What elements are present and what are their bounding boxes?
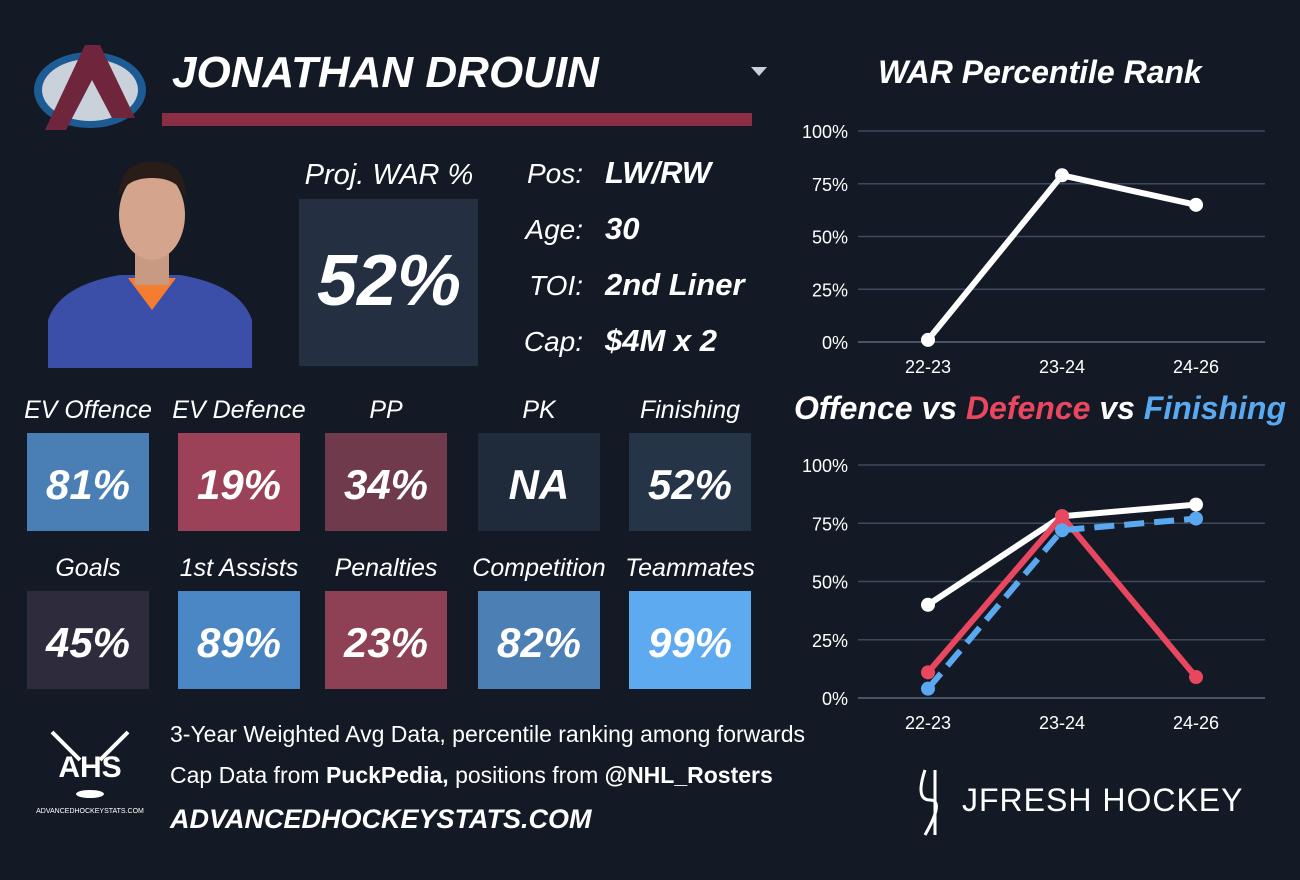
tile-value: 82%: [497, 619, 581, 666]
y-tick-label: 75%: [812, 514, 848, 534]
y-tick-label: 75%: [812, 175, 848, 195]
legend-entry: Defence: [966, 390, 1091, 426]
proj-box: [299, 199, 478, 366]
footer-line1: 3-Year Weighted Avg Data, percentile ran…: [170, 721, 805, 747]
y-tick-label: 25%: [812, 280, 848, 300]
tile: [27, 433, 149, 531]
footer-text: Cap Data from: [170, 762, 326, 788]
point: [1055, 168, 1069, 183]
x-tick-label: 22-23: [905, 357, 951, 377]
point: [1189, 511, 1203, 526]
tile-value: 99%: [648, 619, 732, 666]
chart-title: Offence vs Defence vs Finishing: [794, 390, 1286, 426]
tile-label: Finishing: [640, 396, 740, 424]
brand: JFRESH HOCKEY: [962, 782, 1243, 818]
player-name: JONATHAN DROUIN: [172, 48, 600, 97]
point: [1189, 670, 1203, 685]
charts: 0% 25% 50% 75% 100% 22-23 23-24 24-26 0% 25% 50% 75…: [802, 122, 1265, 733]
footer-line2: Cap Data from PuckPedia, positions from …: [170, 762, 773, 788]
x-tick-label: 24-26: [1173, 357, 1219, 377]
footer-text: positions from: [449, 762, 605, 788]
proj-value: 52%: [317, 241, 461, 321]
tile: [325, 433, 447, 531]
tile-label: 1st Assists: [180, 554, 299, 582]
tile-value: 34%: [344, 461, 428, 508]
point: [1189, 197, 1203, 212]
x-tick-label: 23-24: [1039, 713, 1085, 733]
ahs-text: AHS: [58, 751, 121, 784]
info-value: 30: [605, 211, 639, 246]
ahs-logo: AHS ADVANCEDHOCKEYSTATS.COM: [36, 730, 144, 815]
y-tick-label: 0%: [822, 689, 848, 709]
title-joiner: vs: [1090, 390, 1143, 426]
tile-value: NA: [509, 461, 570, 508]
info-value: LW/RW: [605, 155, 714, 190]
info-value: 2nd Liner: [604, 267, 746, 302]
y-tick-label: 100%: [802, 456, 848, 476]
point: [921, 332, 935, 347]
tile-label: PP: [369, 396, 403, 424]
tile-label: PK: [522, 396, 557, 424]
tile: [629, 433, 751, 531]
chart-title: WAR Percentile Rank: [878, 54, 1204, 90]
tile: [27, 591, 149, 689]
point: [921, 681, 935, 696]
team-logo: [34, 45, 146, 130]
point: [1055, 523, 1069, 538]
proj-label: Proj. WAR %: [305, 159, 474, 191]
tile: [478, 591, 600, 689]
info: Pos: LW/RW Age: 30 TOI: 2nd Liner Cap: $4M x 2: [523, 155, 746, 358]
dropdown[interactable]: [751, 67, 767, 76]
point: [1189, 497, 1203, 512]
info-label: Pos:: [527, 158, 583, 189]
tile: [178, 591, 300, 689]
tile: [178, 433, 300, 531]
info-value: $4M x 2: [604, 323, 717, 358]
name-underline: [162, 113, 752, 126]
point: [1055, 509, 1069, 524]
y-tick-label: 50%: [812, 228, 848, 248]
tile-label: Goals: [55, 554, 120, 582]
y-tick-label: 50%: [812, 573, 848, 593]
tile-value: 52%: [648, 461, 732, 508]
tile-value: 89%: [197, 619, 281, 666]
point: [921, 597, 935, 612]
legend-entry: Finishing: [1144, 390, 1286, 426]
tile-label: Penalties: [335, 554, 438, 582]
legend-entry: Offence: [794, 390, 913, 426]
tile-label: Competition: [472, 554, 605, 582]
tile: [325, 591, 447, 689]
ahs-small: ADVANCEDHOCKEYSTATS.COM: [36, 808, 144, 815]
tiles: EV Offence 81% EV Defence 19% PP 34% PK NA Finis…: [24, 396, 755, 689]
player-photo: [48, 161, 252, 368]
point: [921, 665, 935, 680]
info-label: TOI:: [529, 270, 583, 301]
footer-bold: @NHL_Rosters: [605, 762, 773, 788]
title-joiner: vs: [913, 390, 966, 426]
tile-value: 23%: [343, 619, 428, 666]
tile-label: EV Offence: [24, 396, 152, 424]
tile-label: EV Defence: [172, 396, 305, 424]
info-label: Age:: [523, 214, 583, 245]
series-line: [925, 515, 1197, 691]
tile-value: 81%: [46, 461, 130, 508]
y-tick-label: 100%: [802, 122, 848, 142]
brand-logo: [919, 769, 938, 836]
tile: [478, 433, 600, 531]
tile-value: 19%: [197, 461, 281, 508]
tile-value: 45%: [45, 619, 130, 666]
y-tick-label: 25%: [812, 631, 848, 651]
x-tick-label: 24-26: [1173, 713, 1219, 733]
x-tick-label: 23-24: [1039, 357, 1085, 377]
x-tick-label: 22-23: [905, 713, 951, 733]
y-tick-label: 0%: [822, 333, 848, 353]
tile-label: Teammates: [625, 554, 755, 582]
info-label: Cap:: [524, 326, 583, 357]
footer-site: ADVANCEDHOCKEYSTATS.COM: [169, 804, 592, 834]
footer-bold: PuckPedia,: [326, 762, 449, 788]
tile: [629, 591, 751, 689]
